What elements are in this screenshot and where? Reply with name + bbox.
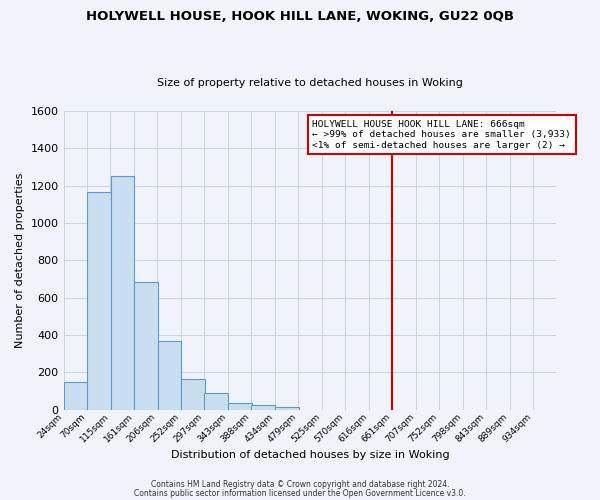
Text: HOLYWELL HOUSE, HOOK HILL LANE, WOKING, GU22 0QB: HOLYWELL HOUSE, HOOK HILL LANE, WOKING, … <box>86 10 514 23</box>
Text: Contains HM Land Registry data © Crown copyright and database right 2024.: Contains HM Land Registry data © Crown c… <box>151 480 449 489</box>
Bar <box>158 340 181 409</box>
Bar <box>205 393 228 409</box>
Bar <box>88 192 111 410</box>
Bar <box>251 405 275 409</box>
X-axis label: Distribution of detached houses by size in Woking: Distribution of detached houses by size … <box>170 450 449 460</box>
Title: Size of property relative to detached houses in Woking: Size of property relative to detached ho… <box>157 78 463 88</box>
Bar <box>64 382 87 409</box>
Text: HOLYWELL HOUSE HOOK HILL LANE: 666sqm
← >99% of detached houses are smaller (3,9: HOLYWELL HOUSE HOOK HILL LANE: 666sqm ← … <box>313 120 571 150</box>
Bar <box>228 403 251 409</box>
Bar <box>181 380 205 410</box>
Bar <box>275 407 299 410</box>
Y-axis label: Number of detached properties: Number of detached properties <box>15 172 25 348</box>
Text: Contains public sector information licensed under the Open Government Licence v3: Contains public sector information licen… <box>134 489 466 498</box>
Bar <box>134 282 158 410</box>
Bar <box>110 176 134 410</box>
